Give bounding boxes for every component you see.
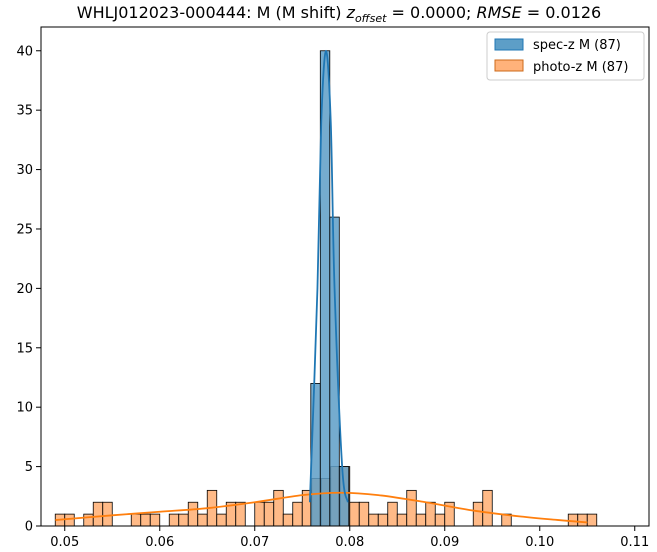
photo-z-bar	[235, 501, 246, 527]
y-tick-label: 10	[16, 401, 33, 416]
y-tick-label: 0	[25, 520, 33, 535]
legend-swatch-photo-z	[494, 59, 524, 72]
legend-label-photo-z: photo-z M (87)	[533, 60, 628, 75]
photo-z-bar	[273, 489, 284, 527]
spec-z-kde-line	[308, 49, 349, 503]
x-tick-label: 0.06	[145, 535, 174, 550]
photo-z-bar	[434, 513, 446, 527]
photo-z-bar	[83, 513, 94, 527]
y-tick-label: 5	[25, 460, 33, 475]
photo-z-bar	[567, 513, 579, 527]
photo-z-bar	[415, 513, 427, 527]
photo-z-bar	[577, 513, 588, 527]
photo-z-bar	[140, 513, 151, 527]
photo-z-bar	[292, 501, 303, 527]
photo-z-bar	[472, 501, 484, 527]
photo-z-bar	[168, 513, 180, 527]
x-tick-label: 0.09	[430, 535, 459, 550]
photo-z-bar	[282, 513, 294, 527]
photo-z-bar	[358, 501, 370, 527]
photo-z-bar	[149, 513, 161, 527]
photo-z-bar	[396, 513, 408, 527]
y-tick-label: 30	[16, 163, 33, 178]
spec-z-bar	[338, 466, 350, 527]
photo-z-bar	[64, 513, 75, 527]
legend-swatch-spec-z	[494, 38, 524, 51]
photo-z-bar	[187, 501, 199, 527]
photo-z-bar	[216, 513, 227, 527]
photo-z-bar	[387, 501, 398, 527]
photo-z-bar	[130, 513, 142, 527]
photo-z-bar	[263, 501, 275, 527]
photo-z-bar	[368, 513, 379, 527]
y-tick-label: 20	[16, 282, 33, 297]
x-tick-label: 0.07	[240, 535, 269, 550]
photo-z-bar	[349, 501, 360, 527]
photo-z-bar	[197, 513, 208, 527]
photo-z-bar	[178, 513, 189, 527]
legend-label-spec-z: spec-z M (87)	[533, 38, 621, 53]
photo-z-kde-line	[55, 491, 588, 524]
x-tick-label: 0.11	[620, 535, 649, 550]
kde-curves	[55, 49, 588, 524]
photo-z-bar	[92, 501, 104, 527]
photo-z-bar	[254, 501, 265, 527]
photo-z-bar	[102, 501, 113, 527]
photo-z-bar	[586, 513, 598, 527]
x-tick-label: 0.10	[525, 535, 554, 550]
legend: spec-z M (87) photo-z M (87)	[486, 31, 645, 81]
x-tick-label: 0.05	[50, 535, 79, 550]
photo-z-bar	[406, 489, 417, 527]
x-axis: 0.05 0.06 0.07 0.08 0.09 0.10 0.11	[50, 526, 649, 550]
y-axis: 0 5 10 15 20 25 30 35 40	[16, 44, 41, 535]
photo-z-bar	[482, 489, 493, 527]
y-tick-label: 15	[16, 341, 33, 356]
y-tick-label: 35	[16, 104, 33, 119]
y-tick-label: 25	[16, 222, 33, 237]
photo-z-bar	[425, 501, 436, 527]
x-tick-label: 0.08	[335, 535, 364, 550]
plot-frame	[40, 26, 650, 527]
photo-z-bar	[377, 513, 389, 527]
chart-title: WHLJ012023-000444: M (M shift) zoffset =…	[77, 3, 601, 25]
y-tick-label: 40	[16, 44, 33, 59]
legend-box	[486, 31, 645, 81]
spec-z-bars	[310, 50, 350, 527]
